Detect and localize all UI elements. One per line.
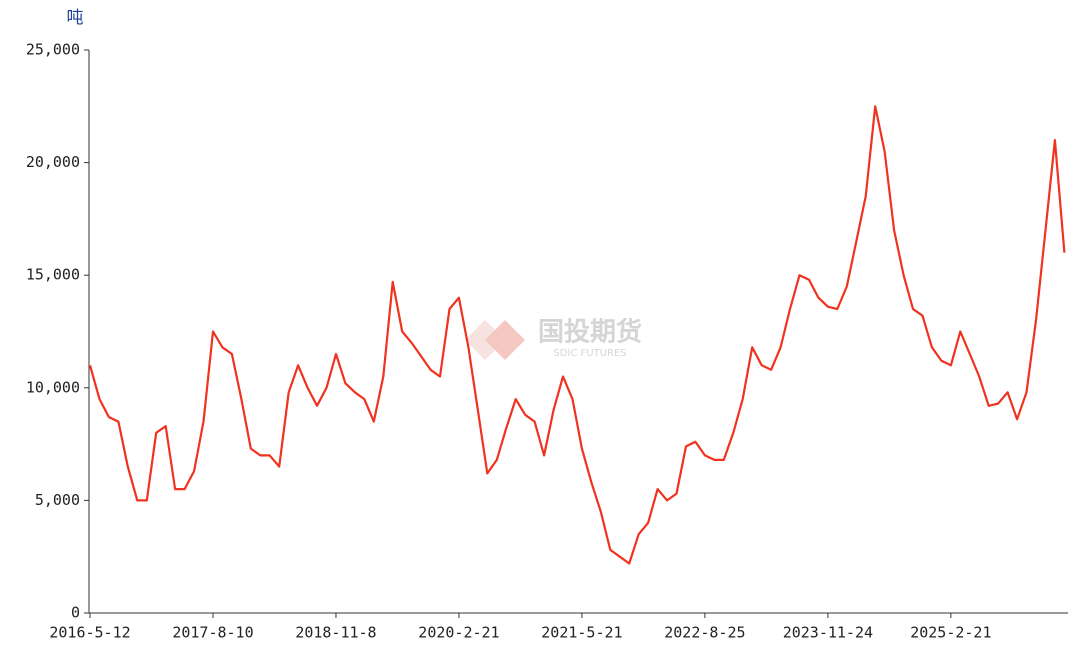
watermark-text: 国投期货 bbox=[538, 317, 642, 348]
x-tick-label: 2016-5-12 bbox=[49, 624, 130, 642]
y-unit: 吨 bbox=[67, 8, 84, 28]
y-tick-label: 20,000 bbox=[26, 153, 80, 171]
x-tick-label: 2021-5-21 bbox=[541, 624, 622, 642]
watermark-logo bbox=[485, 320, 525, 360]
x-tick-label: 2025-2-21 bbox=[910, 624, 991, 642]
x-tick-label: 2020-2-21 bbox=[418, 624, 499, 642]
x-tick-label: 2018-11-8 bbox=[295, 624, 376, 642]
watermark-text: SDIC FUTURES bbox=[553, 348, 626, 359]
y-tick-label: 0 bbox=[71, 604, 80, 622]
x-tick-label: 2017-8-10 bbox=[172, 624, 253, 642]
y-tick-label: 15,000 bbox=[26, 266, 80, 284]
y-tick-label: 10,000 bbox=[26, 378, 80, 396]
x-tick-label: 2023-11-24 bbox=[783, 624, 873, 642]
x-tick-label: 2022-8-25 bbox=[664, 624, 745, 642]
watermark-logo bbox=[465, 320, 505, 360]
y-tick-label: 5,000 bbox=[35, 491, 80, 509]
y-tick-label: 25,000 bbox=[26, 41, 80, 59]
watermark: 国投期货 SDIC FUTURES bbox=[465, 317, 642, 360]
data-line bbox=[88, 105, 1066, 565]
